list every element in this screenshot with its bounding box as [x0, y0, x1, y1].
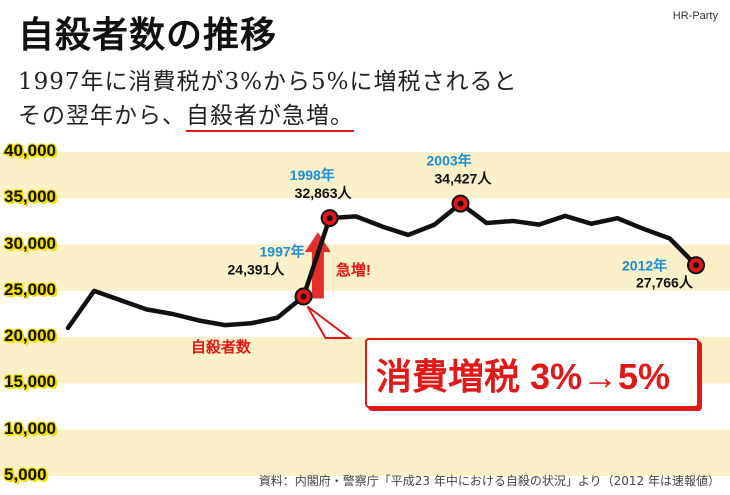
highlight-marker-dot-2012 [693, 262, 699, 269]
year-label-1997: 1997年 [260, 243, 305, 259]
year-label-2003: 2003年 [427, 153, 472, 169]
y-tick-label: 20,000 [4, 326, 56, 346]
year-label-2012: 2012年 [622, 257, 667, 273]
value-label-1998: 32,863人 [295, 185, 353, 201]
subtitle-line-2: その翌年から、自殺者が急増。 [18, 96, 354, 132]
highlight-marker-dot-1997 [300, 293, 307, 300]
highlight-labels: 1997年 24,391人 1998年 32,863人 2003年 34,427人 2012… [228, 153, 694, 291]
year-label-1998: 1998年 [290, 167, 335, 183]
value-label-1997: 24,391人 [228, 261, 286, 277]
surge-arrow [304, 232, 353, 339]
series-line-layer: 自殺者数 急増! [65, 201, 699, 356]
subtitle-line-1: 1997年に消費税が3%から5%に増税されると [18, 69, 518, 95]
highlight-marker-dot-1998 [326, 215, 333, 222]
callout-pointer [306, 305, 353, 339]
y-tick-label: 35,000 [4, 187, 56, 207]
background-bands [0, 152, 730, 476]
tax-callout-text: 消費増税 3%→5% [376, 356, 671, 397]
source-note: 資料：内閣府・警察庁「平成23 年中における自殺の状況」より（2012 年は速報… [258, 474, 720, 488]
y-tick-label: 40,000 [4, 141, 56, 160]
highlight-marker-dot-2003 [457, 200, 464, 207]
y-tick-label: 30,000 [4, 233, 56, 253]
subtitle-line-2-highlight: 自殺者が急増。 [186, 103, 354, 132]
background-band [0, 244, 730, 291]
value-label-2003: 34,427人 [435, 171, 493, 187]
y-tick-label: 25,000 [4, 279, 56, 299]
surge-label: 急増! [336, 261, 371, 279]
value-label-2012: 27,766人 [636, 274, 694, 290]
brand-label: HR-Party [672, 10, 718, 22]
page-title: 自殺者数の推移 [18, 15, 278, 56]
background-band [0, 429, 730, 476]
tax-callout-box [365, 338, 699, 408]
y-tick-label: 5,000 [4, 465, 47, 484]
highlight-markers [294, 194, 705, 306]
y-tick-label: 15,000 [4, 372, 56, 392]
y-tick-label: 10,000 [4, 418, 56, 438]
background-band [0, 152, 730, 199]
series-line-suicides [65, 201, 699, 331]
surge-arrow-shape [304, 232, 331, 299]
series-label: 自殺者数 [191, 338, 252, 356]
subtitle-line-2-prefix: その翌年から、 [18, 103, 186, 129]
